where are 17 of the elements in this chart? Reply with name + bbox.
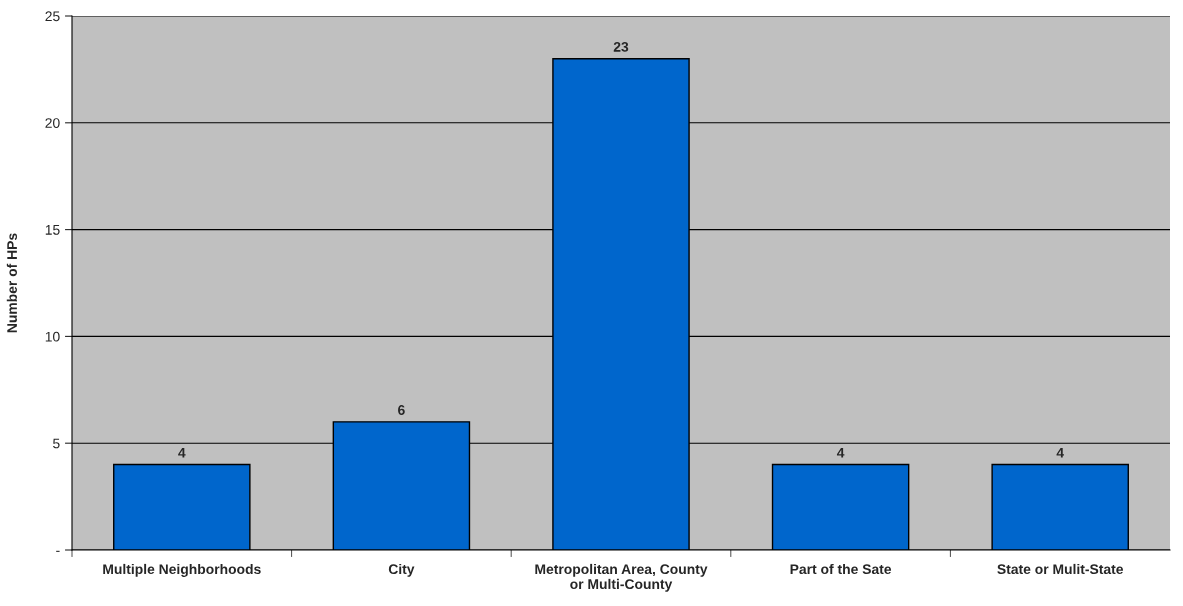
- y-tick-label: 15: [45, 225, 60, 235]
- x-tick-label: Metropolitan Area, County or Multi-County: [535, 563, 708, 592]
- y-tick-label: 5: [53, 438, 60, 449]
- x-tick-label: Part of the Sate: [790, 563, 892, 575]
- y-tick-label: 25: [45, 11, 60, 22]
- x-tick-label: State or Mulit-State: [997, 563, 1124, 575]
- data-label: 4: [836, 447, 845, 458]
- y-axis-title: Number of HPs: [6, 233, 17, 333]
- y-tick-label: 20: [45, 118, 60, 128]
- y-tick-label: 10: [45, 331, 60, 342]
- data-label: 4: [1056, 447, 1064, 458]
- y-tick-label: -: [56, 550, 60, 552]
- data-label: 23: [613, 41, 629, 52]
- data-label: 6: [398, 405, 405, 415]
- data-label: 4: [178, 447, 186, 458]
- x-tick-label: City: [388, 563, 415, 577]
- x-tick-label: Multiple Neighborhoods: [103, 563, 261, 577]
